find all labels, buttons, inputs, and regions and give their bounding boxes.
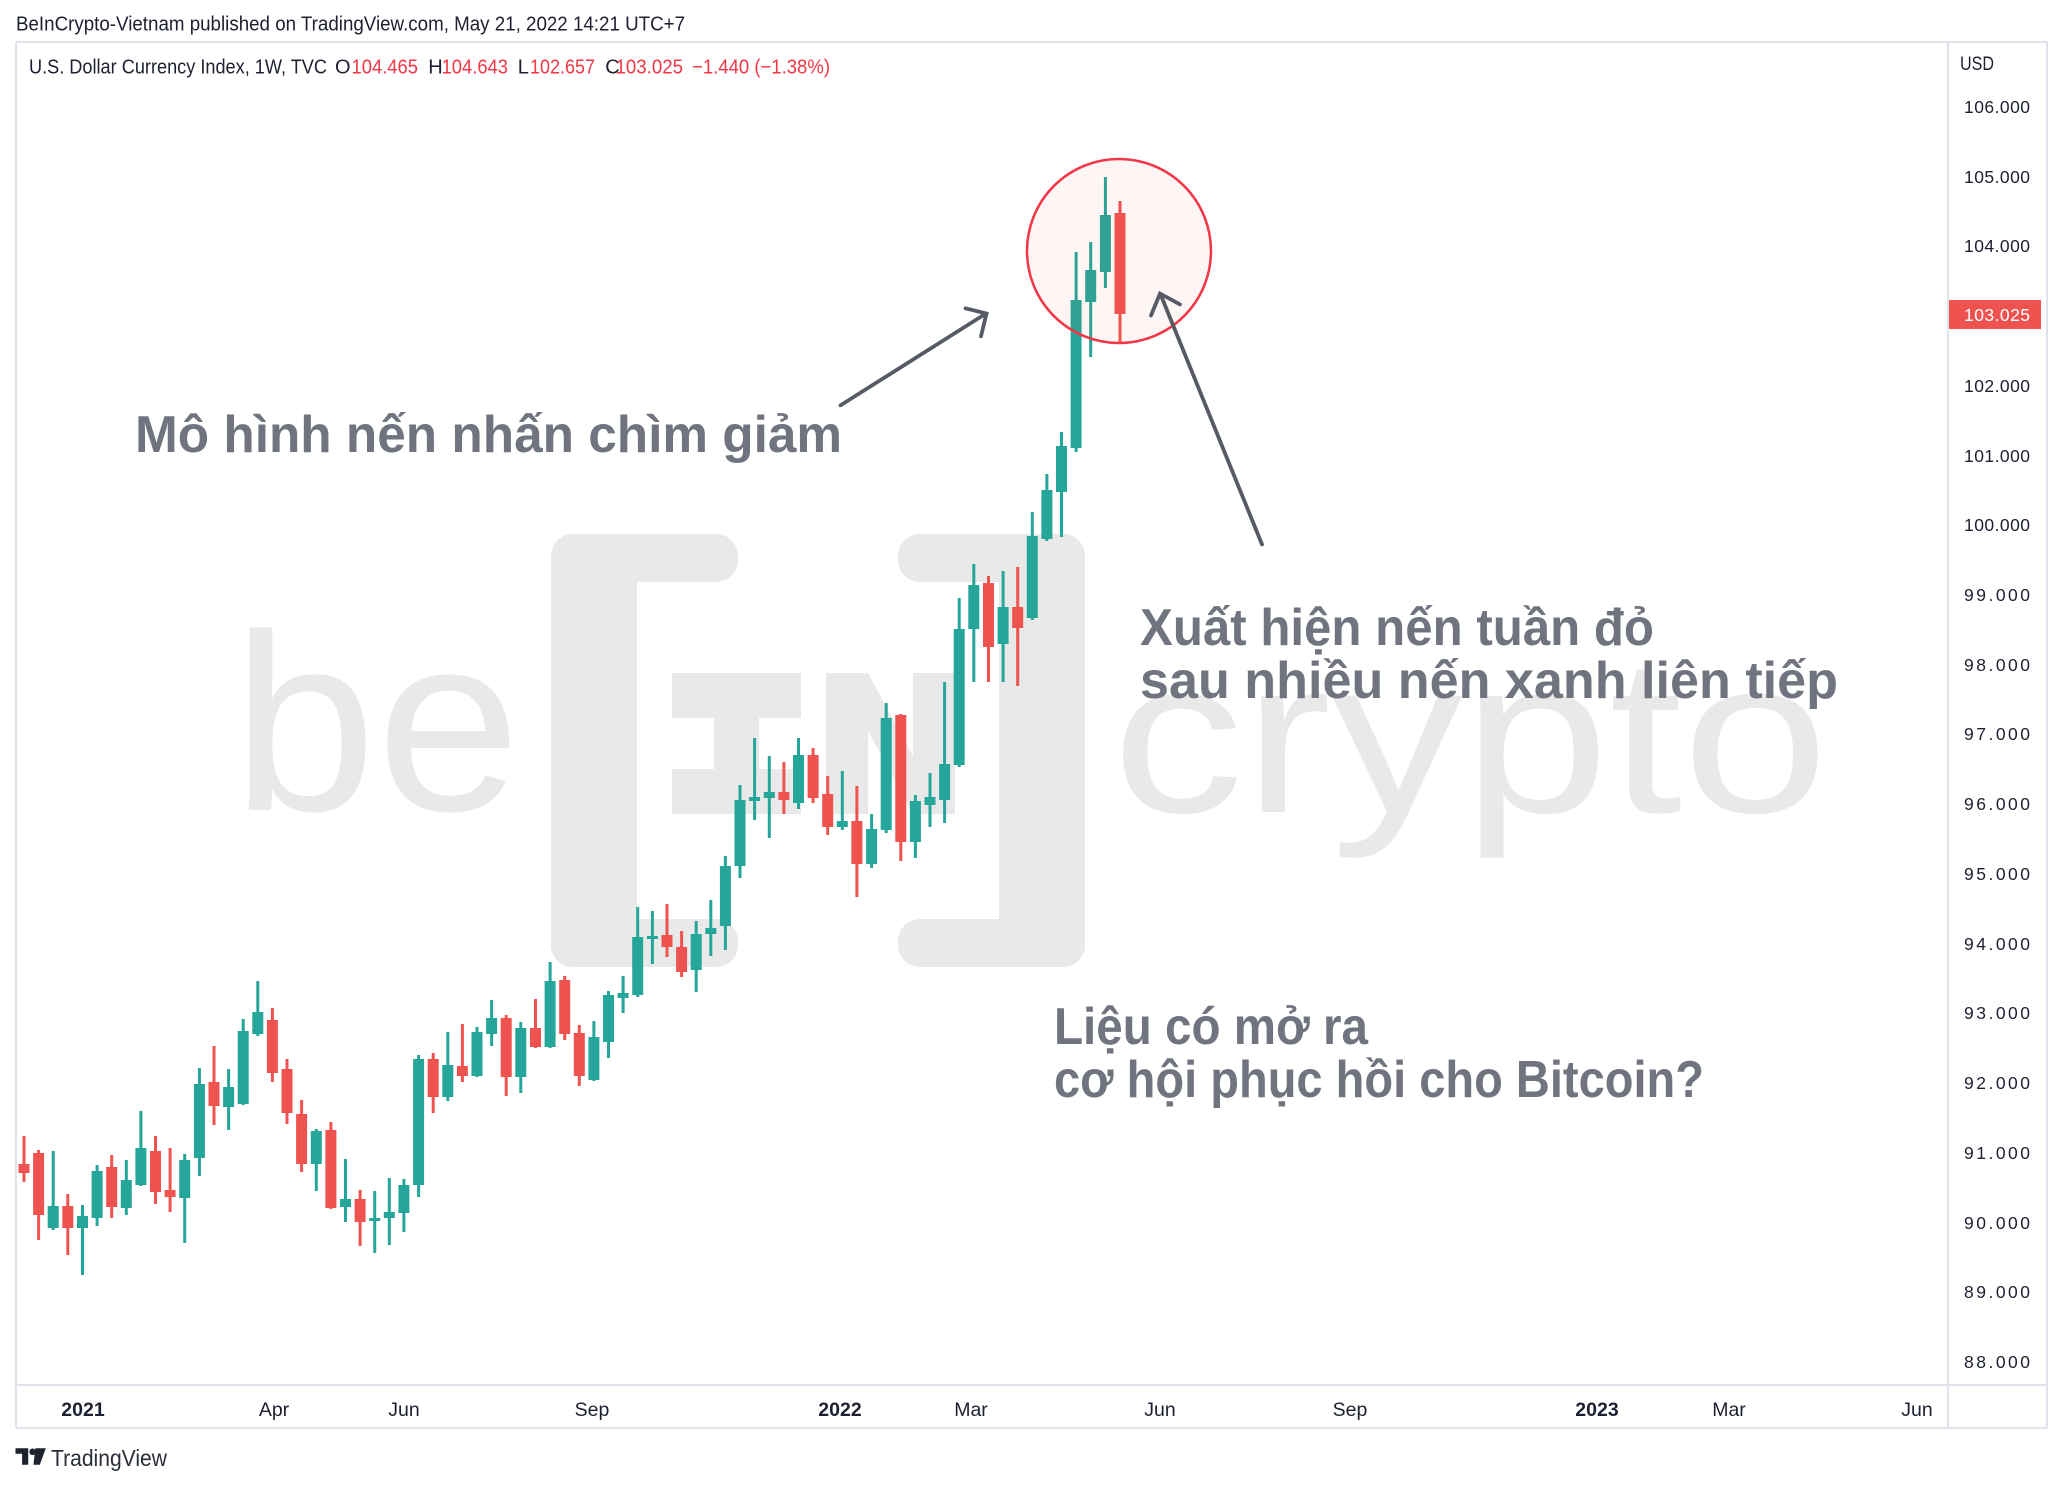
svg-text:91.000: 91.000 <box>1964 1143 2030 1163</box>
svg-text:Liệu có mở ra: Liệu có mở ra <box>1054 998 1369 1056</box>
svg-text:100.000: 100.000 <box>1964 515 2030 535</box>
svg-text:96.000: 96.000 <box>1964 794 2030 814</box>
svg-text:Mar: Mar <box>954 1399 988 1421</box>
svg-text:sau nhiều nến xanh liên tiếp: sau nhiều nến xanh liên tiếp <box>1140 652 1838 710</box>
svg-text:104.643: 104.643 <box>442 57 508 79</box>
svg-text:90.000: 90.000 <box>1964 1213 2030 1233</box>
svg-text:102.000: 102.000 <box>1964 376 2030 396</box>
svg-text:Xuất hiện nến tuần đỏ: Xuất hiện nến tuần đỏ <box>1140 599 1654 657</box>
svg-text:cơ hội phục hồi cho Bitcoin?: cơ hội phục hồi cho Bitcoin? <box>1054 1051 1704 1109</box>
svg-text:104.000: 104.000 <box>1964 236 2030 256</box>
svg-text:88.000: 88.000 <box>1964 1352 2030 1372</box>
svg-text:H: H <box>428 57 442 79</box>
svg-text:L: L <box>518 57 529 79</box>
svg-text:USD: USD <box>1960 54 1994 75</box>
svg-text:93.000: 93.000 <box>1964 1003 2030 1023</box>
svg-text:Jun: Jun <box>388 1399 419 1421</box>
svg-text:be: be <box>232 582 521 864</box>
svg-text:crypto: crypto <box>1112 613 1829 859</box>
svg-text:Jun: Jun <box>1144 1399 1175 1421</box>
svg-text:2022: 2022 <box>818 1399 862 1421</box>
svg-text:106.000: 106.000 <box>1964 97 2030 117</box>
svg-text:Sep: Sep <box>1333 1399 1368 1421</box>
svg-text:102.657: 102.657 <box>530 57 595 79</box>
svg-text:Mô hình nến nhấn chìm giảm: Mô hình nến nhấn chìm giảm <box>135 406 842 464</box>
svg-text:92.000: 92.000 <box>1964 1073 2030 1093</box>
svg-text:Mar: Mar <box>1712 1399 1746 1421</box>
svg-text:2023: 2023 <box>1575 1399 1619 1421</box>
svg-text:Apr: Apr <box>259 1399 290 1421</box>
svg-text:101.000: 101.000 <box>1964 446 2030 466</box>
svg-text:−1.440 (−1.38%): −1.440 (−1.38%) <box>692 57 830 79</box>
svg-text:97.000: 97.000 <box>1964 724 2030 744</box>
svg-text:2021: 2021 <box>61 1399 105 1421</box>
svg-text:103.025: 103.025 <box>616 57 684 79</box>
svg-text:99.000: 99.000 <box>1964 585 2030 605</box>
svg-text:Sep: Sep <box>575 1399 610 1421</box>
svg-text:95.000: 95.000 <box>1964 864 2030 884</box>
svg-text:89.000: 89.000 <box>1964 1282 2030 1302</box>
svg-text:C: C <box>605 57 619 79</box>
svg-text:O: O <box>335 57 351 79</box>
svg-text:98.000: 98.000 <box>1964 655 2030 675</box>
svg-text:U.S. Dollar Currency Index, 1W: U.S. Dollar Currency Index, 1W, TVC <box>29 57 327 79</box>
svg-text:Jun: Jun <box>1901 1399 1932 1421</box>
svg-text:BeInCrypto-Vietnam published o: BeInCrypto-Vietnam published on TradingV… <box>16 13 685 36</box>
svg-text:TradingView: TradingView <box>51 1445 167 1471</box>
svg-text:103.025: 103.025 <box>1964 305 2030 325</box>
svg-text:94.000: 94.000 <box>1964 934 2030 954</box>
svg-text:105.000: 105.000 <box>1964 167 2030 187</box>
svg-text:104.465: 104.465 <box>352 57 419 79</box>
